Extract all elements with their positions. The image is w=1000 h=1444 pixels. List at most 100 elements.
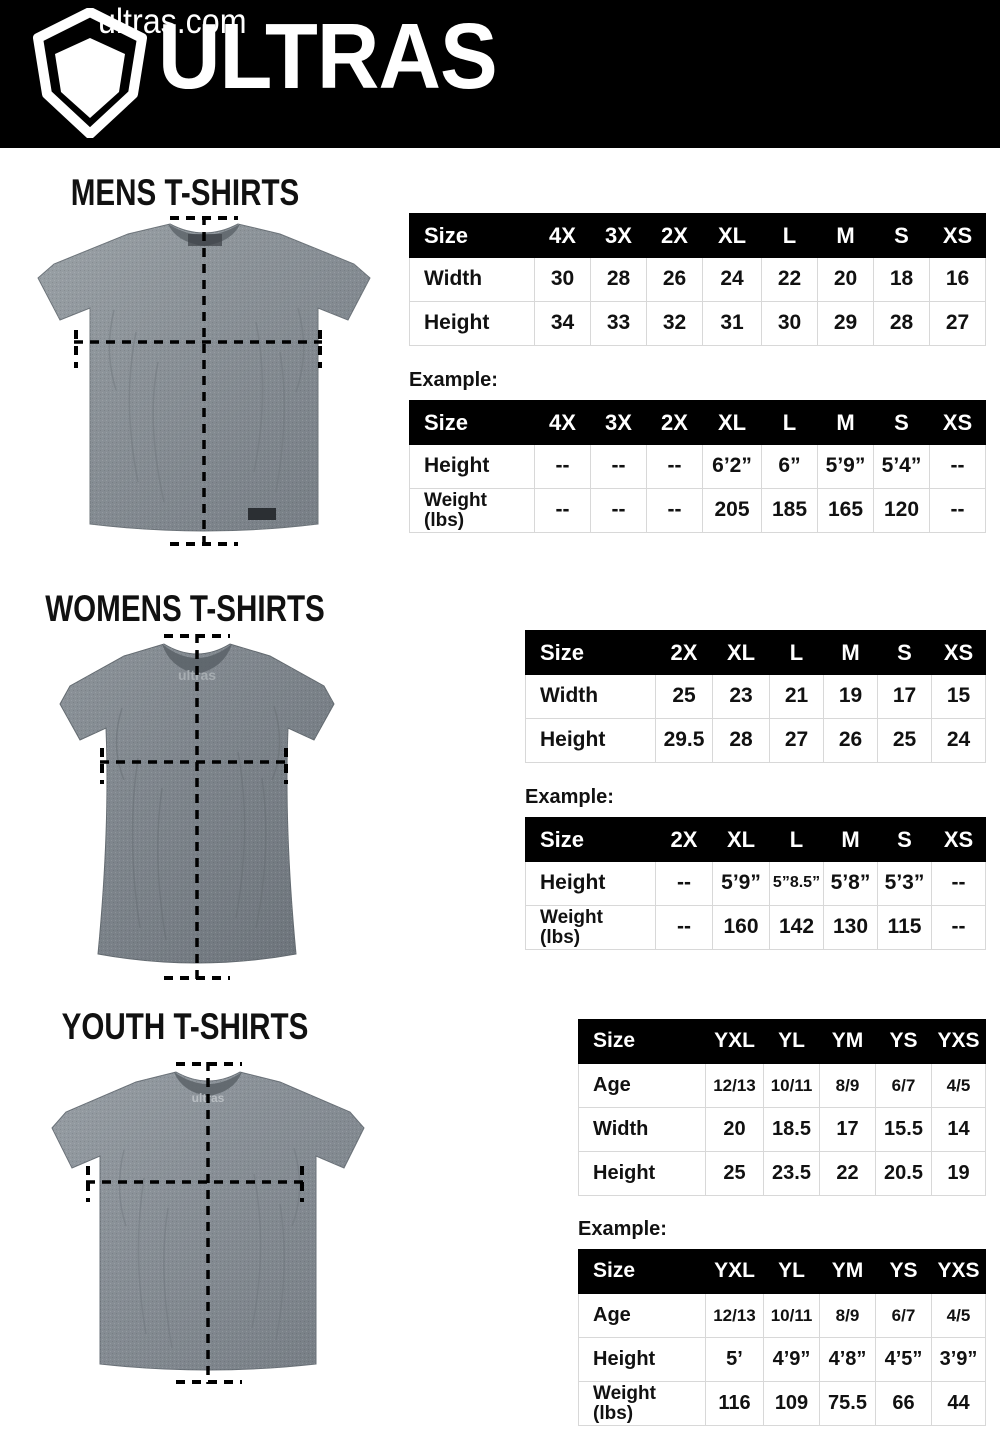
cell: 5’9” bbox=[817, 444, 874, 489]
col-header: S bbox=[873, 400, 930, 445]
section-title-youth: YOUTH T-SHIRTS bbox=[61, 1006, 309, 1047]
cell: 44 bbox=[931, 1381, 986, 1426]
cell: 160 bbox=[712, 905, 770, 950]
mens-size-table: Size 4X 3X 2X XL L M S XS Width 30 28 26… bbox=[409, 213, 986, 346]
row-label: Width bbox=[525, 674, 656, 719]
cell: 17 bbox=[877, 674, 932, 719]
cell: -- bbox=[655, 905, 713, 950]
cell: 6’2” bbox=[702, 444, 762, 489]
cell: 30 bbox=[534, 257, 591, 302]
cell: 17 bbox=[819, 1107, 876, 1152]
cell: 12/13 bbox=[705, 1293, 764, 1338]
cell: 120 bbox=[873, 488, 930, 533]
cell: 19 bbox=[931, 1151, 986, 1196]
row-label: Height bbox=[525, 718, 656, 763]
row-label-main: Weight bbox=[593, 1383, 656, 1405]
cell: 12/13 bbox=[705, 1063, 764, 1108]
table-row: Weight (lbs) -- 160 142 130 115 -- bbox=[525, 905, 986, 950]
col-header: YXL bbox=[705, 1249, 764, 1294]
cell: -- bbox=[931, 905, 986, 950]
shield-pentagon-icon bbox=[33, 8, 147, 138]
row-label: Height bbox=[578, 1337, 706, 1382]
cell: 15.5 bbox=[875, 1107, 932, 1152]
mens-tshirt-illustration bbox=[37, 216, 371, 546]
cell: 22 bbox=[819, 1151, 876, 1196]
cell: 18.5 bbox=[763, 1107, 820, 1152]
header-bar: ULTRAS ultras.com bbox=[0, 0, 1000, 148]
cell: 14 bbox=[931, 1107, 986, 1152]
cell: 31 bbox=[702, 301, 762, 346]
col-header: 4X bbox=[534, 213, 591, 258]
table-row: Age 12/13 10/11 8/9 6/7 4/5 bbox=[578, 1293, 986, 1338]
womens-tshirt-image: ultras bbox=[38, 628, 356, 988]
mens-example-table: Size 4X 3X 2X XL L M S XS Height -- -- -… bbox=[409, 400, 986, 533]
womens-size-table: Size 2X XL L M S XS Width 25 23 21 19 17… bbox=[525, 630, 986, 763]
cell: 185 bbox=[761, 488, 818, 533]
section-title-womens: WOMENS T-SHIRTS bbox=[45, 588, 325, 629]
cell: 4/5 bbox=[931, 1063, 986, 1108]
cell: 26 bbox=[823, 718, 878, 763]
col-header: YS bbox=[875, 1249, 932, 1294]
row-label: Age bbox=[578, 1063, 706, 1108]
table-row: Height -- 5’9” 5”8.5” 5’8” 5’3” -- bbox=[525, 861, 986, 906]
cell: 10/11 bbox=[763, 1063, 820, 1108]
col-header: M bbox=[823, 817, 878, 862]
cell: -- bbox=[646, 488, 703, 533]
col-header: YS bbox=[875, 1019, 932, 1064]
col-header: Size bbox=[409, 213, 535, 258]
col-header: Size bbox=[409, 400, 535, 445]
col-header: 2X bbox=[655, 630, 713, 675]
col-header: XL bbox=[702, 400, 762, 445]
cell: 30 bbox=[761, 301, 818, 346]
col-header: 3X bbox=[590, 400, 647, 445]
table-row: Width 30 28 26 24 22 20 18 16 bbox=[409, 257, 986, 302]
col-header: 4X bbox=[534, 400, 591, 445]
row-label-sub: (lbs) bbox=[540, 926, 581, 948]
col-header: S bbox=[877, 817, 932, 862]
cell: 24 bbox=[931, 718, 986, 763]
col-header: YXS bbox=[931, 1019, 986, 1064]
cell: 20 bbox=[817, 257, 874, 302]
youth-example-label: Example: bbox=[578, 1218, 667, 1240]
cell: 28 bbox=[712, 718, 770, 763]
table-row: Height 34 33 32 31 30 29 28 27 bbox=[409, 301, 986, 346]
cell: 28 bbox=[873, 301, 930, 346]
cell: 4/5 bbox=[931, 1293, 986, 1338]
col-header: Size bbox=[525, 630, 656, 675]
row-label: Weight (lbs) bbox=[578, 1381, 706, 1426]
cell: 165 bbox=[817, 488, 874, 533]
table-header-row: Size YXL YL YM YS YXS bbox=[578, 1019, 986, 1064]
col-header: YM bbox=[819, 1249, 876, 1294]
mens-tshirt-image bbox=[18, 212, 390, 550]
col-header: M bbox=[817, 213, 874, 258]
brand-logo[interactable]: ULTRAS bbox=[30, 8, 522, 138]
table-row: Height 29.5 28 27 26 25 24 bbox=[525, 718, 986, 763]
row-label: Height bbox=[578, 1151, 706, 1196]
youth-tshirt-illustration: ultras bbox=[51, 1062, 365, 1384]
cell: 4’8” bbox=[819, 1337, 876, 1382]
col-header: Size bbox=[578, 1019, 706, 1064]
cell: 23.5 bbox=[763, 1151, 820, 1196]
col-header: M bbox=[823, 630, 878, 675]
cell: 66 bbox=[875, 1381, 932, 1426]
cell: 4’5” bbox=[875, 1337, 932, 1382]
cell: 29.5 bbox=[655, 718, 713, 763]
row-label: Width bbox=[409, 257, 535, 302]
cell: 5’9” bbox=[712, 861, 770, 906]
cell: 10/11 bbox=[763, 1293, 820, 1338]
youth-size-table: Size YXL YL YM YS YXS Age 12/13 10/11 8/… bbox=[578, 1019, 986, 1196]
cell: 6/7 bbox=[875, 1063, 932, 1108]
cell: -- bbox=[646, 444, 703, 489]
table-row: Height -- -- -- 6’2” 6” 5’9” 5’4” -- bbox=[409, 444, 986, 489]
col-header: S bbox=[877, 630, 932, 675]
table-row: Weight (lbs) 116 109 75.5 66 44 bbox=[578, 1381, 986, 1426]
cell: -- bbox=[534, 444, 591, 489]
row-label: Age bbox=[578, 1293, 706, 1338]
table-row: Age 12/13 10/11 8/9 6/7 4/5 bbox=[578, 1063, 986, 1108]
cell: 25 bbox=[877, 718, 932, 763]
row-label: Weight (lbs) bbox=[525, 905, 656, 950]
col-header: XL bbox=[702, 213, 762, 258]
table-header-row: Size 2X XL L M S XS bbox=[525, 630, 986, 675]
cell: 4’9” bbox=[763, 1337, 820, 1382]
col-header: Size bbox=[525, 817, 656, 862]
